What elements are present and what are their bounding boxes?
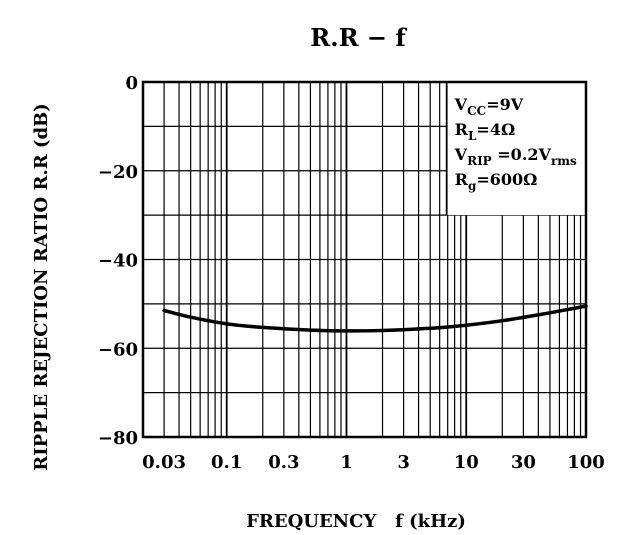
y-tick-label: −60: [98, 339, 138, 360]
legend-line: VCC=9V: [454, 95, 524, 118]
legend-line: RL=4Ω: [455, 120, 516, 143]
legend-line: VRIP =0.2Vrms: [454, 145, 577, 168]
y-tick-labels: 0 −20 −40 −60 −80: [98, 73, 138, 449]
y-tick-label: 0: [125, 73, 138, 94]
y-tick-label: −40: [98, 251, 138, 272]
x-tick-label: 0.1: [211, 452, 242, 473]
legend-box: [446, 83, 585, 216]
x-tick-label: 30: [511, 452, 536, 473]
x-axis-label: FREQUENCY f (kHz): [246, 511, 466, 532]
series-line-0: [162, 304, 588, 333]
plot-frame: [141, 80, 588, 439]
y-tick-label: −80: [98, 428, 138, 449]
x-tick-label: 100: [567, 452, 605, 473]
x-tick-label: 0.3: [268, 452, 299, 473]
x-tick-labels: 0.03 0.1 0.3 1 3 10 30 100: [142, 452, 605, 473]
series-layer: [162, 304, 588, 333]
x-tick-label: 10: [454, 452, 479, 473]
x-tick-label: 1: [340, 452, 353, 473]
legend-line: Rg=600Ω: [455, 170, 538, 193]
x-tick-label: 3: [397, 452, 410, 473]
y-tick-label: −20: [98, 162, 138, 183]
chart-title: R.R − f: [310, 23, 407, 52]
x-tick-label: 0.03: [142, 452, 186, 473]
y-axis-label: RIPPLE REJECTION RATIO R.R (dB): [31, 103, 52, 471]
